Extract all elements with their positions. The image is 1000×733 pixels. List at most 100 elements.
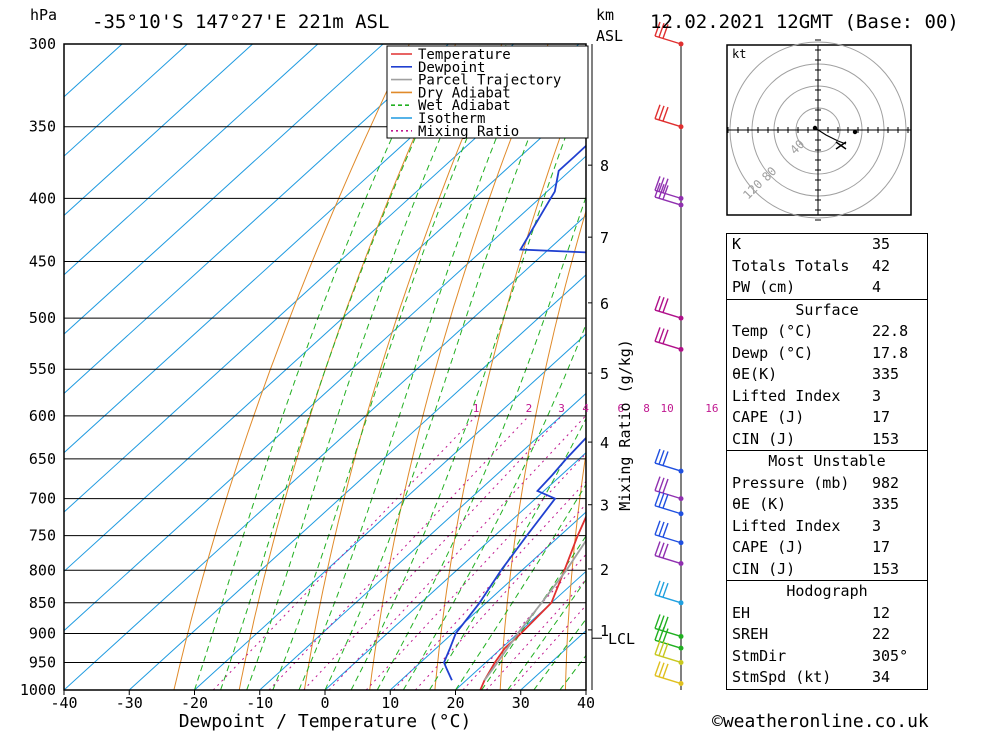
wind-barb bbox=[654, 182, 682, 206]
height-tick-label: 4 bbox=[600, 434, 609, 452]
wet-adiabat bbox=[402, 323, 586, 690]
most-unstable-value: 153 bbox=[872, 559, 900, 578]
wet-adiabat bbox=[272, 44, 507, 690]
wet-adiabat bbox=[507, 579, 586, 690]
isotherm bbox=[64, 44, 319, 276]
x-tick-label: 40 bbox=[577, 694, 595, 712]
pressure-lines bbox=[64, 43, 586, 691]
index-label: PW (cm) bbox=[732, 278, 796, 296]
wind-barb-feather bbox=[662, 493, 669, 509]
wind-barb-feather bbox=[654, 21, 661, 37]
surface-label: Temp (°C) bbox=[732, 322, 814, 340]
dry-adiabat bbox=[173, 44, 410, 690]
most-unstable-row: Lifted Index 3 bbox=[727, 516, 927, 538]
wind-barb-dot bbox=[678, 124, 684, 130]
wind-barb-feather bbox=[662, 628, 669, 643]
surface-row: CAPE (J) 17 bbox=[727, 407, 927, 429]
surface-value: 153 bbox=[872, 429, 900, 448]
legend-box bbox=[386, 45, 589, 139]
hodograph-param-value: 34 bbox=[872, 668, 891, 686]
wind-barb-feather bbox=[654, 661, 661, 676]
storm-motion-marker bbox=[835, 141, 847, 150]
wind-barb bbox=[654, 327, 682, 351]
mixing-ratio-label: 10 bbox=[660, 402, 673, 415]
mixing-ratio-label: 8 bbox=[643, 402, 650, 415]
km-label: km bbox=[596, 6, 614, 24]
wind-barb-feather bbox=[658, 521, 665, 537]
mixing-ratio-axis-title: Mixing Ratio (g/kg) bbox=[616, 339, 634, 511]
wind-barb-feather bbox=[662, 178, 669, 193]
wind-barb-feather bbox=[654, 541, 661, 556]
dry-adiabat bbox=[631, 44, 733, 690]
wet-adiabat bbox=[194, 44, 436, 690]
surface-label: Dewp (°C) bbox=[732, 343, 814, 362]
hodograph-point bbox=[812, 125, 818, 131]
most-unstable-value: 982 bbox=[872, 473, 900, 492]
index-value: 4 bbox=[872, 278, 882, 296]
isotherm bbox=[64, 44, 580, 513]
wind-barb-feather bbox=[654, 520, 661, 535]
wind-barb-feather bbox=[654, 104, 661, 119]
most-unstable-label: CAPE (J) bbox=[732, 538, 805, 556]
wind-barb-staff bbox=[654, 189, 682, 200]
wind-barb-feather bbox=[662, 478, 669, 494]
height-tick-label: 5 bbox=[600, 365, 609, 383]
wind-barb bbox=[654, 661, 682, 685]
wind-barb-feather bbox=[654, 614, 661, 629]
wind-barb-feather bbox=[654, 640, 661, 655]
wind-barb bbox=[654, 520, 682, 544]
wind-barb-feather bbox=[658, 627, 665, 642]
x-tick-label: 0 bbox=[320, 694, 329, 712]
height-tick-label: 1 bbox=[600, 622, 609, 640]
dry-adiabat bbox=[930, 44, 964, 690]
wind-barb-staff bbox=[654, 462, 682, 472]
hodograph-unit: kt bbox=[732, 47, 746, 61]
pressure-tick-label: 900 bbox=[29, 624, 56, 642]
wind-barb-feather bbox=[658, 477, 665, 493]
plot-frame bbox=[63, 43, 587, 691]
pressure-tick-label: 750 bbox=[29, 527, 56, 545]
x-axis-title: Dewpoint / Temperature (°C) bbox=[179, 711, 472, 732]
hodograph-param-row: StmDir 305° bbox=[727, 646, 927, 668]
wind-barb-feather bbox=[654, 476, 661, 491]
height-tick-label: 2 bbox=[600, 561, 609, 579]
height-tick-label: 6 bbox=[600, 295, 609, 313]
x-tick-label: -40 bbox=[50, 694, 77, 712]
copyright: ©weatheronline.co.uk bbox=[712, 711, 929, 732]
x-tick-label: 10 bbox=[381, 694, 399, 712]
wind-barb-feather bbox=[662, 298, 669, 313]
wind-barb-feather bbox=[658, 581, 665, 597]
isotherm bbox=[64, 44, 449, 395]
surface-value: 17.8 bbox=[872, 343, 909, 362]
lcl-label: LCL bbox=[608, 630, 635, 648]
surface-row: CIN (J) 153 bbox=[727, 429, 927, 451]
wind-barb-feather bbox=[662, 543, 669, 559]
index-label: Totals Totals bbox=[732, 256, 850, 275]
index-label: K bbox=[732, 235, 742, 253]
most-unstable-row: θE (K) 335 bbox=[727, 494, 927, 516]
hodograph-param-label: SREH bbox=[732, 625, 769, 643]
wind-barb bbox=[654, 491, 682, 515]
isotherm bbox=[128, 274, 586, 690]
surface-value: 17 bbox=[872, 408, 891, 426]
wind-barb-feather bbox=[658, 297, 665, 312]
isotherm bbox=[324, 452, 586, 690]
index-row: K 35 bbox=[727, 234, 927, 256]
wind-barb-staff bbox=[654, 118, 682, 128]
wind-barb-feather bbox=[654, 491, 661, 506]
hodograph-param-label: StmSpd (kt) bbox=[732, 668, 832, 686]
datetime-title: 12.02.2021 12GMT (Base: 00) bbox=[650, 11, 959, 33]
wind-barb-feather bbox=[658, 450, 665, 465]
surface-label: Lifted Index bbox=[732, 386, 841, 405]
series-line-temperature bbox=[479, 514, 586, 690]
surface-row: Lifted Index 3 bbox=[727, 386, 927, 408]
isotherm bbox=[259, 392, 586, 690]
legend-entry: Wet Adiabat bbox=[418, 98, 511, 114]
isotherm bbox=[64, 44, 384, 335]
y-unit-label: hPa bbox=[30, 6, 57, 24]
most-unstable-label: Pressure (mb) bbox=[732, 473, 850, 492]
surface-title: Surface bbox=[727, 298, 927, 322]
wind-barb-feather bbox=[658, 492, 665, 508]
pressure-tick-label: 800 bbox=[29, 561, 56, 579]
